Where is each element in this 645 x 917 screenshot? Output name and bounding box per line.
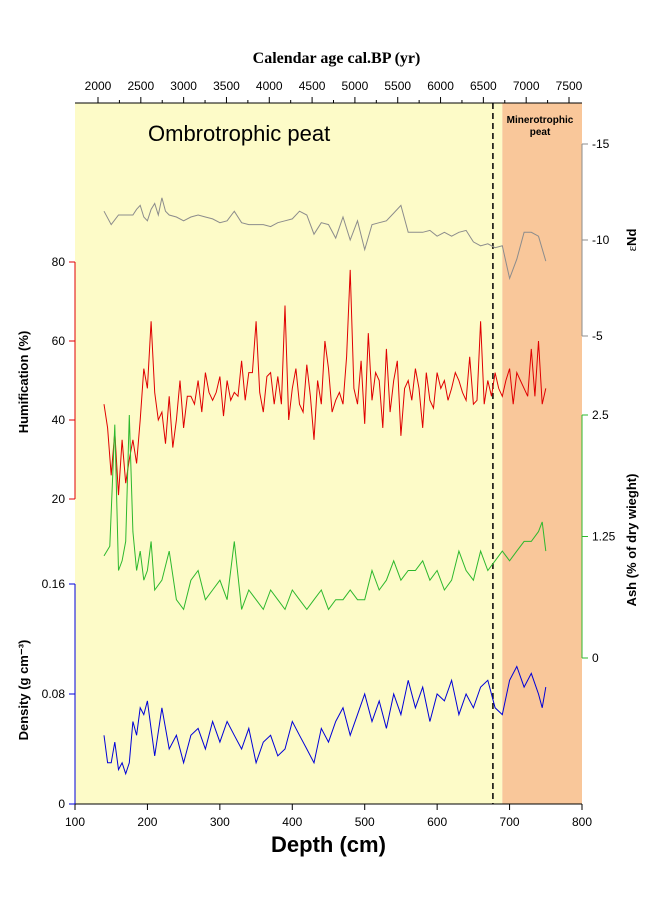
top-tick-label: 5000: [342, 79, 369, 93]
end-axis-title: εNd: [624, 229, 639, 252]
bottom-tick-label: 200: [137, 815, 157, 829]
y-tick-label-2: 2.5: [592, 408, 609, 422]
y-tick-label-0: -15: [592, 137, 610, 151]
bottom-tick-label: 400: [282, 815, 302, 829]
bottom-tick-label: 500: [355, 815, 375, 829]
y-axes-layer: -15 -10 -5 20 40 60 80 0 1.25 2.5 0 0.08 0.16 Humific…: [16, 137, 639, 811]
series-line-1: [103, 269, 547, 496]
minerotrophic-zone: [502, 103, 582, 804]
top-tick-label: 4500: [299, 79, 326, 93]
top-tick-label: 7000: [513, 79, 540, 93]
top-tick-label: 2000: [85, 79, 112, 93]
top-tick-label: 5500: [384, 79, 411, 93]
y-tick-label-3: 0.08: [42, 687, 66, 701]
top-tick-label: 6500: [470, 79, 497, 93]
ombrotrophic-label: Ombrotrophic peat: [148, 121, 330, 146]
top-tick-label: 3000: [170, 79, 197, 93]
top-tick-label: 6000: [427, 79, 454, 93]
bottom-axis-title: Depth (cm): [271, 832, 386, 857]
minerotrophic-label-line1: Minerotrophic: [507, 115, 574, 126]
top-tick-label: 4000: [256, 79, 283, 93]
series-line-3: [103, 665, 547, 776]
top-axis-ticks: 2000 2500 3000 3500 4000 4500 5000 5500 6000 6500…: [85, 79, 583, 103]
ombrotrophic-zone: [75, 103, 503, 804]
series-line-0: [103, 197, 547, 281]
ash-axis-title: Ash (% of dry wieght): [624, 474, 639, 607]
bottom-tick-label: 700: [500, 815, 520, 829]
y-tick-label-0: -5: [592, 329, 603, 343]
y-tick-label-3: 0: [58, 797, 65, 811]
bottom-axis-ticks: 100 200 300 400 500 600 700 800: [65, 804, 592, 829]
minerotrophic-label-line2: peat: [530, 127, 551, 138]
bottom-tick-label: 300: [210, 815, 230, 829]
bottom-tick-label: 600: [427, 815, 447, 829]
y-tick-label-1: 40: [52, 413, 66, 427]
top-tick-label: 2500: [127, 79, 154, 93]
top-tick-label: 7500: [556, 79, 583, 93]
bottom-tick-label: 100: [65, 815, 85, 829]
y-tick-label-1: 60: [52, 334, 66, 348]
series-layer: [103, 197, 547, 776]
y-tick-label-0: -10: [592, 233, 610, 247]
bottom-tick-label: 800: [572, 815, 592, 829]
y-tick-label-1: 80: [52, 255, 66, 269]
density-axis-title: Density (g cm⁻³): [16, 640, 31, 741]
series-line-2: [103, 414, 547, 611]
top-axis-title: Calendar age cal.BP (yr): [253, 50, 421, 67]
y-tick-label-2: 0: [592, 651, 599, 665]
y-tick-label-1: 20: [52, 492, 66, 506]
top-tick-label: 3500: [213, 79, 240, 93]
humification-axis-title: Humification (%): [16, 331, 31, 434]
y-tick-label-3: 0.16: [42, 577, 66, 591]
y-tick-label-2: 1.25: [592, 530, 616, 544]
